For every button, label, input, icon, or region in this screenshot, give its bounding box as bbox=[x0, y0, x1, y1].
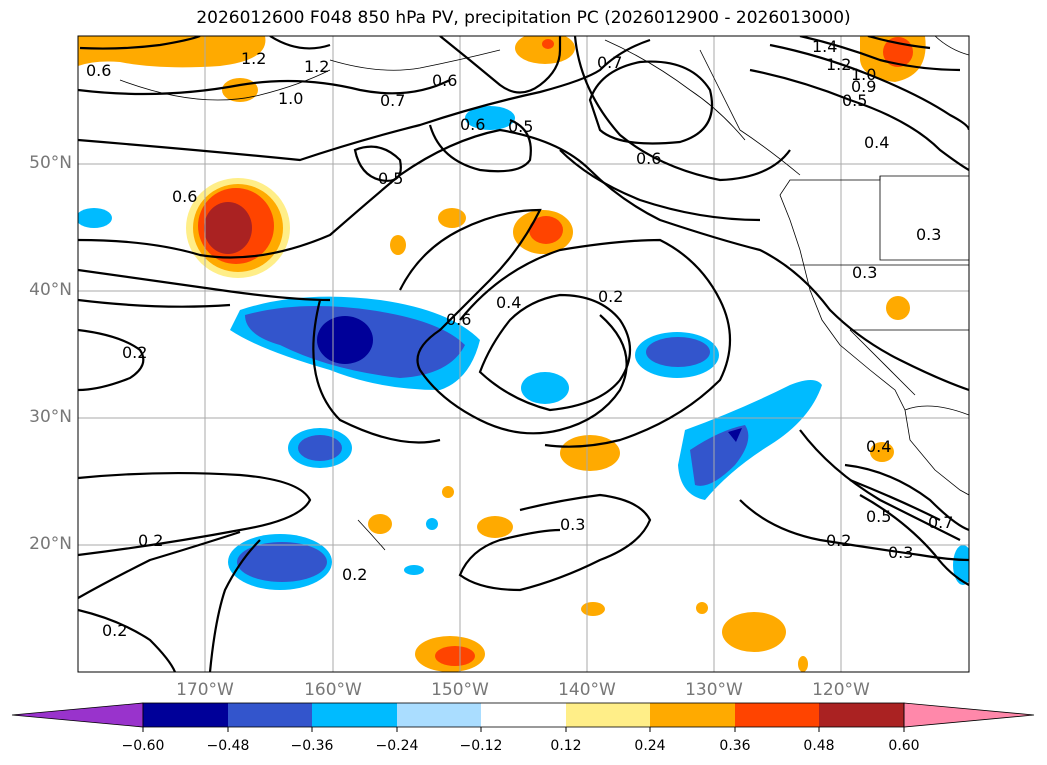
colorbar-tick-label: 0.24 bbox=[634, 738, 666, 754]
contour-label: 0.7 bbox=[928, 513, 953, 532]
contour-label: 0.5 bbox=[508, 117, 533, 136]
contour-label: 0.3 bbox=[888, 543, 913, 562]
contour-label: 0.6 bbox=[460, 115, 485, 134]
contour-label: 0.6 bbox=[636, 149, 661, 168]
contour-label: 0.7 bbox=[380, 91, 405, 110]
colorbar-tick-label: −0.48 bbox=[206, 738, 250, 754]
contour-label: 0.5 bbox=[866, 507, 891, 526]
contour-label: 0.6 bbox=[172, 187, 197, 206]
lat-label: 30°N bbox=[29, 407, 72, 427]
contour-label: 1.2 bbox=[304, 57, 329, 76]
contour-label: 0.3 bbox=[560, 515, 585, 534]
figure-title: 2026012600 F048 850 hPa PV, precipitatio… bbox=[196, 8, 851, 28]
contour-label: 0.2 bbox=[826, 531, 851, 550]
lat-label: 20°N bbox=[29, 534, 72, 554]
contour-label: 0.2 bbox=[342, 565, 367, 584]
lat-label: 50°N bbox=[29, 153, 72, 173]
colorbar-tick-label: −0.36 bbox=[290, 738, 334, 754]
contour-label: 0.4 bbox=[864, 133, 889, 152]
contour-label: 1.0 bbox=[278, 89, 303, 108]
contour-label: 0.4 bbox=[866, 437, 891, 456]
colorbar-tick-label: 0.60 bbox=[888, 738, 920, 754]
lon-label: 130°W bbox=[685, 680, 743, 700]
contour-label: 0.5 bbox=[378, 169, 403, 188]
lon-label: 160°W bbox=[304, 680, 362, 700]
lon-label: 140°W bbox=[558, 680, 616, 700]
contour-label: 1.0 bbox=[851, 65, 876, 84]
colorbar-tick-label: −0.60 bbox=[121, 738, 165, 754]
contour-label: 0.4 bbox=[496, 293, 521, 312]
colorbar-tick-label: −0.12 bbox=[459, 738, 503, 754]
colorbar-tick-label: −0.24 bbox=[375, 738, 419, 754]
contour-label: 1.2 bbox=[241, 49, 266, 68]
pv-contours bbox=[78, 36, 969, 672]
colorbar-tick-label: 0.12 bbox=[550, 738, 582, 754]
colorbar bbox=[11, 702, 1035, 732]
contour-label: 0.6 bbox=[446, 310, 471, 329]
contour-label: 0.2 bbox=[138, 531, 163, 550]
lon-label: 120°W bbox=[812, 680, 870, 700]
lon-label: 170°W bbox=[176, 680, 234, 700]
contour-label: 1.2 bbox=[826, 55, 851, 74]
contour-label: 0.3 bbox=[852, 263, 877, 282]
colorbar-tick-label: 0.48 bbox=[803, 738, 835, 754]
map-background bbox=[78, 36, 969, 672]
contour-label: 0.2 bbox=[598, 287, 623, 306]
contour-label: 0.2 bbox=[102, 621, 127, 640]
contour-label: 0.7 bbox=[597, 53, 622, 72]
lat-label: 40°N bbox=[29, 280, 72, 300]
map-frame bbox=[77, 35, 970, 673]
contour-label: 0.5 bbox=[842, 91, 867, 110]
colorbar-tick-label: 0.36 bbox=[719, 738, 751, 754]
grid-lines bbox=[78, 36, 969, 672]
contour-label: 0.9 bbox=[851, 77, 876, 96]
contour-label: 1.4 bbox=[812, 37, 837, 56]
contour-label: 0.6 bbox=[432, 71, 457, 90]
map-content: 1.2 1.2 1.0 0.7 0.6 0.6 0.5 0.7 0.6 1.4 … bbox=[78, 36, 969, 672]
contour-label: 0.6 bbox=[86, 61, 111, 80]
contour-label: 0.3 bbox=[916, 225, 941, 244]
contour-label: 0.2 bbox=[122, 343, 147, 362]
lon-label: 150°W bbox=[431, 680, 489, 700]
contour-labels: 1.2 1.2 1.0 0.7 0.6 0.6 0.5 0.7 0.6 1.4 … bbox=[86, 37, 953, 640]
